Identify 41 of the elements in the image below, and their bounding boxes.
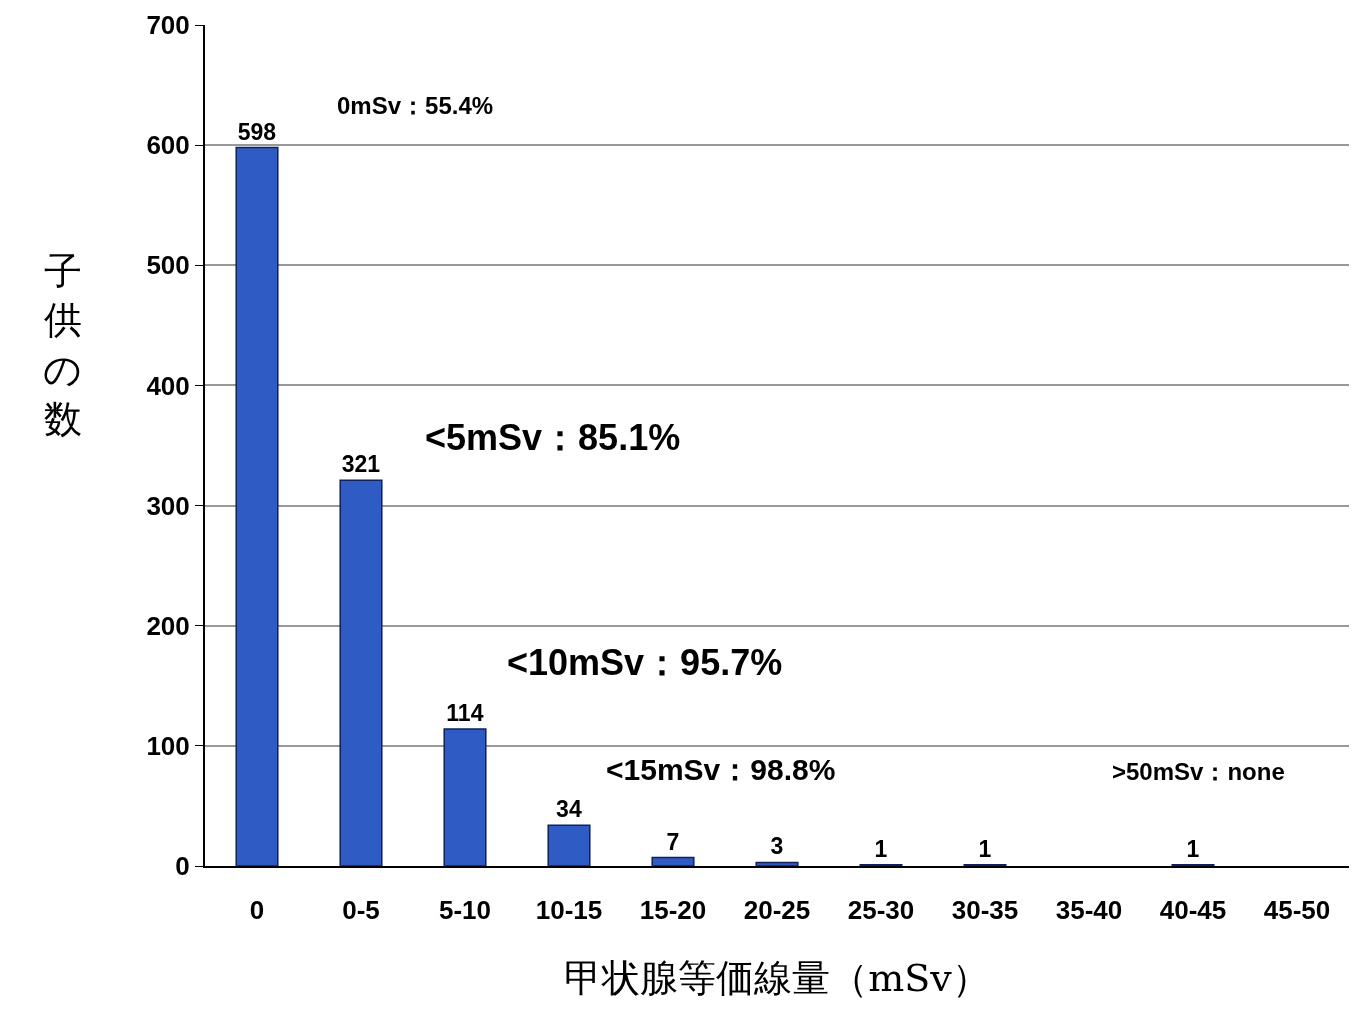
y-axis-title: 子供の数	[43, 249, 82, 442]
x-tick-label: 45-50	[1263, 895, 1331, 926]
data-label: 3	[770, 833, 784, 860]
data-label: 1	[1186, 835, 1200, 862]
x-tick-label: 35-40	[1055, 895, 1123, 926]
annotation: >50mSv：none	[1112, 758, 1285, 785]
x-tick-label: 40-45	[1159, 895, 1227, 926]
bar	[443, 728, 487, 866]
data-label: 114	[446, 700, 484, 727]
data-label: 1	[874, 835, 888, 862]
data-label: 321	[341, 451, 381, 478]
annotation: <15mSv：98.8%	[606, 753, 836, 786]
y-tick-label: 100	[146, 730, 190, 761]
data-label: 7	[666, 828, 680, 855]
x-tick-label: 15-20	[639, 895, 707, 926]
y-tick-label: 300	[146, 490, 190, 521]
x-tick-label: 20-25	[743, 895, 811, 926]
bar	[235, 146, 279, 866]
x-tick-label: 25-30	[847, 895, 915, 926]
y-tick-label: 700	[146, 10, 190, 41]
annotation: <10mSv：95.7%	[507, 642, 783, 683]
y-tick-label: 0	[175, 851, 190, 882]
x-tick-label: 0-5	[342, 895, 380, 926]
y-tick-label: 600	[146, 130, 190, 161]
x-tick-label: 10-15	[535, 895, 603, 926]
x-tick-label: 5-10	[438, 895, 492, 926]
x-tick-label: 0	[249, 895, 265, 926]
bar	[339, 479, 383, 866]
x-tick-label: 30-35	[951, 895, 1019, 926]
y-tick-label: 400	[146, 370, 190, 401]
bar	[755, 861, 799, 866]
bar	[547, 824, 591, 866]
bar	[651, 856, 695, 866]
x-axis-title: 甲状腺等価線量（mSv）	[564, 955, 990, 1000]
annotation: 0mSv：55.4%	[337, 92, 494, 119]
data-label: 1	[978, 835, 992, 862]
y-tick-label: 200	[146, 610, 190, 641]
y-tick-label: 500	[146, 250, 190, 281]
annotation: <5mSv：85.1%	[425, 417, 681, 458]
data-label: 34	[556, 796, 582, 823]
data-label: 598	[237, 118, 277, 145]
